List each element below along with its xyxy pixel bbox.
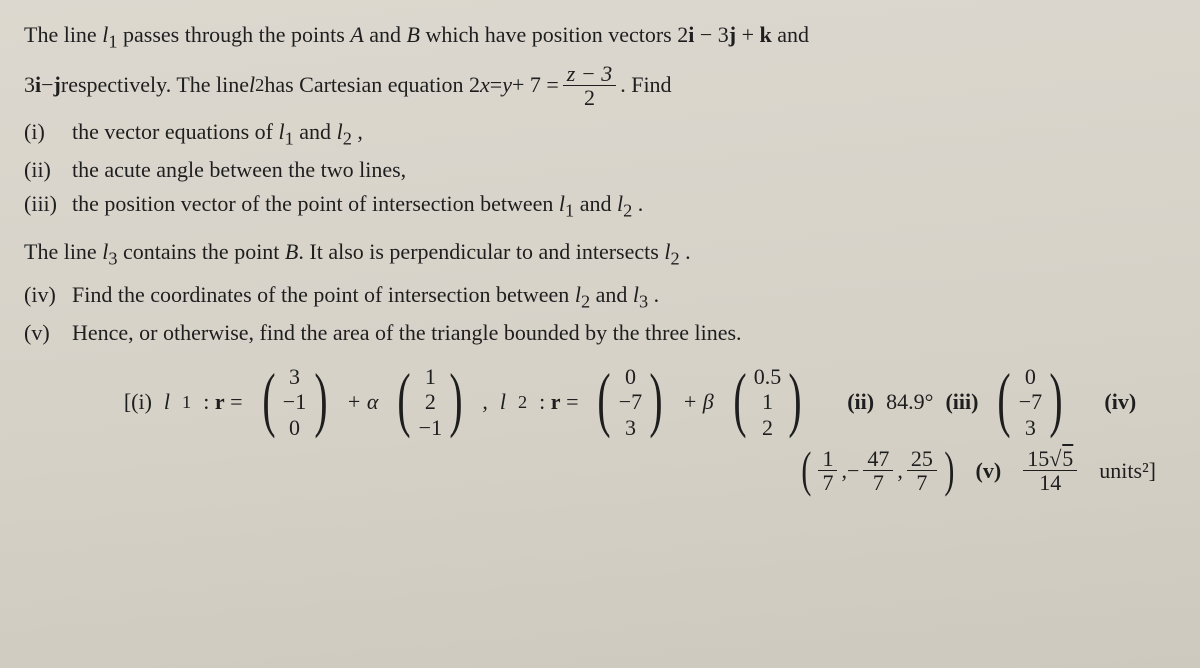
eq: =	[490, 68, 502, 102]
frac-den: 2	[563, 85, 616, 109]
and3: and	[574, 191, 617, 216]
vector-4: (0.512)	[728, 360, 807, 443]
vec-j: j	[729, 22, 736, 47]
ans-iii-tag: (iii)	[945, 385, 978, 419]
s2e: 2	[518, 388, 527, 416]
and4: and	[590, 282, 633, 307]
dot3: .	[648, 282, 659, 307]
item-i: the vector equations of l1 and l2 ,	[72, 115, 363, 153]
minus: −	[694, 22, 717, 47]
text: has Cartesian equation 2	[264, 68, 480, 102]
s1: 1	[285, 128, 294, 148]
vector-3: (0−73)	[592, 360, 668, 443]
r-eq: : r =	[203, 385, 242, 419]
three: 3	[718, 22, 729, 47]
paragraph-3: The line l3 contains the point B. It als…	[24, 235, 1176, 273]
ans-v-frac: 15√5 14	[1023, 447, 1077, 494]
ans-i-tag: [(i)	[124, 385, 152, 419]
plus: +	[736, 22, 759, 47]
question-list-1: (i) the vector equations of l1 and l2 , …	[24, 115, 1176, 225]
units: units²]	[1099, 454, 1156, 488]
neg: −	[847, 454, 859, 488]
y: y	[502, 68, 512, 102]
plus-alpha: + α	[347, 385, 379, 419]
s2: 2	[343, 128, 352, 148]
c2: ,	[897, 454, 903, 488]
text: . It also is perpendicular to and inters…	[298, 239, 664, 264]
l2f: l	[500, 385, 506, 419]
text: and	[364, 22, 407, 47]
vec-j2: j	[54, 68, 61, 102]
text: contains the point	[118, 239, 285, 264]
text: Find the coordinates of the point of int…	[72, 282, 575, 307]
pointA: A	[350, 22, 363, 47]
tuple: ( 17 , − 477 , 257 )	[798, 446, 958, 496]
r-eq2: : r =	[539, 385, 578, 419]
item-iv: Find the coordinates of the point of int…	[72, 278, 659, 316]
text: the vector equations of	[72, 119, 279, 144]
vector-1: (3−10)	[257, 360, 333, 443]
vector-5: (0−73)	[992, 360, 1068, 443]
sub2: 2	[255, 71, 264, 99]
ans-ii: 84.9°	[886, 385, 933, 419]
item-iii: the position vector of the point of inte…	[72, 187, 643, 225]
paragraph-2: 3i − j respectively. The line l2 has Car…	[24, 62, 1176, 109]
text: which have position vectors 2	[420, 22, 688, 47]
text: respectively. The line	[61, 68, 249, 102]
plus-beta: + β	[682, 385, 713, 419]
fraction: z − 3 2	[563, 62, 616, 109]
s2b: 2	[623, 200, 632, 220]
tag-i: (i)	[24, 115, 72, 153]
s2c: 2	[670, 248, 679, 268]
three2: 3	[24, 68, 35, 102]
tag-iii: (iii)	[24, 187, 72, 225]
s1b: 1	[565, 200, 574, 220]
dot: .	[632, 191, 643, 216]
sub3: 3	[108, 248, 117, 268]
x: x	[480, 68, 490, 102]
sub1: 1	[108, 31, 117, 51]
pointB: B	[407, 22, 420, 47]
item-v: Hence, or otherwise, find the area of th…	[72, 316, 742, 350]
ans-v-tag: (v)	[976, 454, 1002, 488]
text: the position vector of the point of inte…	[72, 191, 559, 216]
paragraph-1: The line l1 passes through the points A …	[24, 18, 1176, 56]
s1c: 1	[182, 388, 191, 416]
l1d: l	[164, 385, 170, 419]
dot2: .	[680, 239, 691, 264]
tag-ii: (ii)	[24, 153, 72, 187]
answers: [(i) l1 : r = (3−10) + α (12−1) , l2 : r…	[24, 360, 1176, 495]
ans-ii-tag: (ii)	[847, 385, 874, 419]
and: and	[772, 22, 809, 47]
comma: ,	[352, 119, 363, 144]
sep: ,	[482, 385, 488, 419]
tag-iv: (iv)	[24, 278, 72, 316]
frac-num: z − 3	[563, 62, 616, 85]
text: . Find	[620, 68, 671, 102]
answers-line-1: [(i) l1 : r = (3−10) + α (12−1) , l2 : r…	[84, 360, 1176, 443]
plus7: + 7 =	[512, 68, 559, 102]
ans-iv-tag: (iv)	[1104, 385, 1136, 419]
text: passes through the points	[118, 22, 351, 47]
vec-k: k	[760, 22, 772, 47]
B2: B	[285, 239, 298, 264]
s2d: 2	[581, 292, 590, 312]
text: The line	[24, 239, 102, 264]
answers-line-2: ( 17 , − 477 , 257 ) (v) 15√5 14 units²]	[24, 446, 1156, 496]
item-ii: the acute angle between the two lines,	[72, 153, 406, 187]
s3: 3	[639, 292, 648, 312]
vector-2: (12−1)	[392, 360, 468, 443]
and2: and	[294, 119, 337, 144]
question-list-2: (iv) Find the coordinates of the point o…	[24, 278, 1176, 350]
minus2: −	[41, 68, 53, 102]
text: The line	[24, 22, 102, 47]
tag-v: (v)	[24, 316, 72, 350]
